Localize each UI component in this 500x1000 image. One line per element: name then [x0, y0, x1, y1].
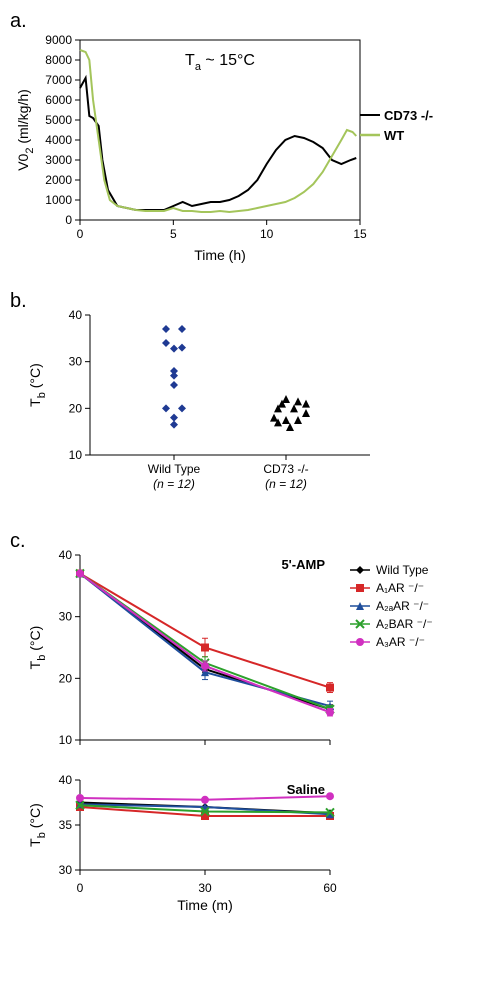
svg-text:CD73 -/-: CD73 -/- [384, 108, 433, 123]
panel-b: b. 10203040Wild Type(n = 12)CD73 -/-(n =… [10, 290, 490, 510]
svg-text:30: 30 [69, 355, 83, 369]
svg-text:Time (h): Time (h) [194, 247, 246, 263]
svg-text:15: 15 [353, 227, 367, 241]
chart-a: 0 1000 2000 3000 4000 5000 6000 7000 8000 9000 0 5 1… [10, 10, 500, 270]
svg-text:Tb (°C): Tb (°C) [27, 626, 48, 670]
svg-text:0: 0 [77, 227, 84, 241]
panel-b-label: b. [10, 290, 27, 313]
svg-text:Tb (°C): Tb (°C) [27, 803, 48, 847]
svg-text:CD73 -/-: CD73 -/- [263, 462, 308, 476]
svg-text:Tb (°C): Tb (°C) [27, 363, 48, 407]
svg-text:7000: 7000 [45, 73, 72, 87]
svg-text:10: 10 [260, 227, 274, 241]
svg-text:20: 20 [59, 671, 73, 685]
svg-text:5: 5 [170, 227, 177, 241]
svg-text:10: 10 [69, 448, 83, 462]
svg-text:0: 0 [77, 881, 84, 895]
svg-text:A₂BAR ⁻/⁻: A₂BAR ⁻/⁻ [376, 617, 433, 631]
svg-text:10: 10 [59, 733, 73, 747]
svg-text:Wild Type: Wild Type [148, 462, 201, 476]
svg-text:3000: 3000 [45, 153, 72, 167]
svg-text:30: 30 [198, 881, 212, 895]
svg-text:35: 35 [59, 818, 73, 832]
svg-text:9000: 9000 [45, 33, 72, 47]
chart-b: 10203040Wild Type(n = 12)CD73 -/-(n = 12… [10, 290, 430, 510]
panel-a-label: a. [10, 10, 27, 33]
svg-text:20: 20 [69, 401, 83, 415]
svg-text:V02 (ml/kg/h): V02 (ml/kg/h) [15, 89, 36, 171]
svg-text:A₂ₐAR ⁻/⁻: A₂ₐAR ⁻/⁻ [376, 599, 429, 613]
svg-text:Saline: Saline [287, 782, 325, 797]
svg-text:60: 60 [323, 881, 337, 895]
svg-text:WT: WT [384, 128, 404, 143]
svg-text:1000: 1000 [45, 193, 72, 207]
panel-c: c. 10 20 30 40 5'-AMP Tb (°C) 30 35 40 0 30 60 Salin… [10, 530, 490, 960]
svg-text:Ta ~ 15°C: Ta ~ 15°C [185, 52, 255, 73]
svg-text:30: 30 [59, 863, 73, 877]
svg-text:8000: 8000 [45, 53, 72, 67]
svg-text:(n = 12): (n = 12) [153, 477, 195, 491]
svg-text:5000: 5000 [45, 113, 72, 127]
svg-text:5'-AMP: 5'-AMP [281, 557, 325, 572]
svg-text:40: 40 [69, 308, 83, 322]
svg-text:40: 40 [59, 548, 73, 562]
svg-text:(n = 12): (n = 12) [265, 477, 307, 491]
svg-text:0: 0 [65, 213, 72, 227]
svg-text:A₃AR ⁻/⁻: A₃AR ⁻/⁻ [376, 635, 425, 649]
svg-text:2000: 2000 [45, 173, 72, 187]
panel-a: a. 0 1000 2000 3000 4000 5000 6000 7000 8000 9000… [10, 10, 490, 270]
chart-c: 10 20 30 40 5'-AMP Tb (°C) 30 35 40 0 30 60 Saline Tb… [10, 530, 500, 960]
svg-text:A₁AR ⁻/⁻: A₁AR ⁻/⁻ [376, 581, 424, 595]
svg-text:Time (m): Time (m) [177, 897, 232, 913]
svg-text:30: 30 [59, 610, 73, 624]
svg-text:4000: 4000 [45, 133, 72, 147]
svg-text:40: 40 [59, 773, 73, 787]
panel-c-label: c. [10, 530, 26, 553]
svg-text:Wild Type: Wild Type [376, 563, 429, 577]
svg-text:6000: 6000 [45, 93, 72, 107]
